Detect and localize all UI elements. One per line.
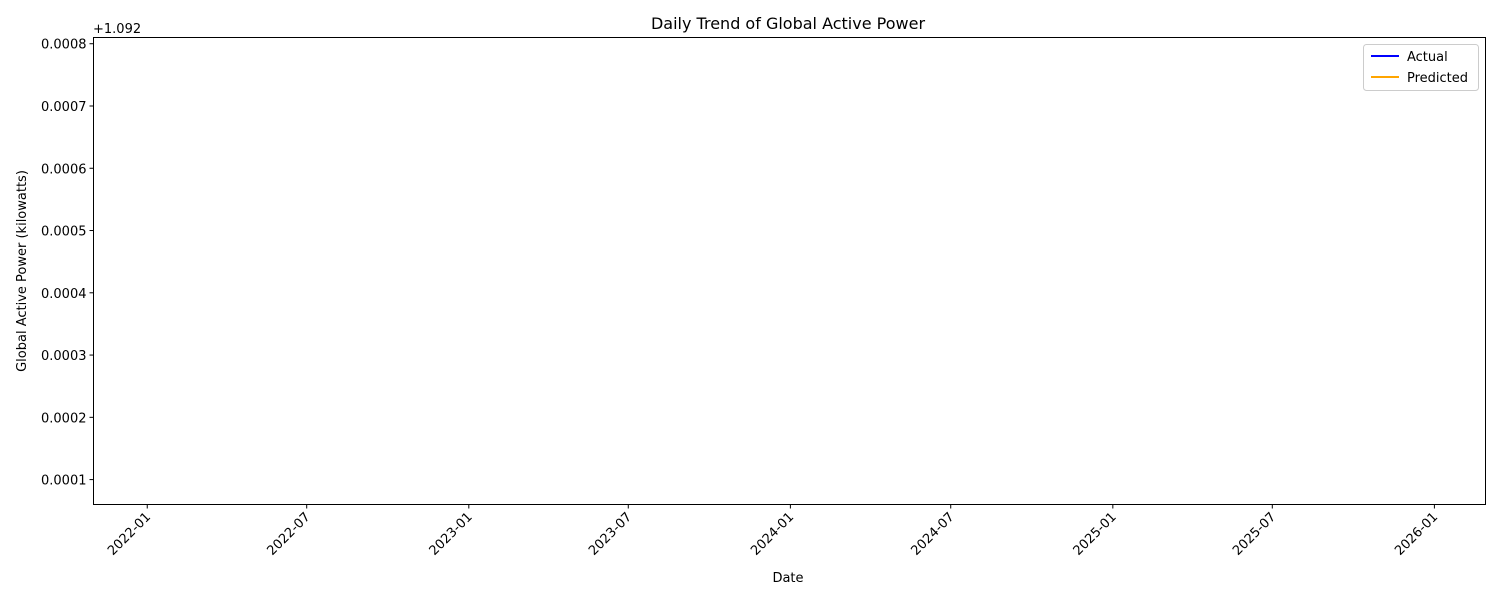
x-tick-label: 2026-01 [1392, 510, 1441, 559]
x-tick-label: 2022-01 [105, 510, 154, 559]
x-tick-label: 2023-07 [586, 510, 635, 559]
legend-label-predicted: Predicted [1407, 71, 1468, 86]
chart-title: Daily Trend of Global Active Power [651, 14, 925, 33]
x-tick-label: 2025-01 [1071, 510, 1120, 559]
x-axis-label: Date [772, 571, 803, 586]
y-tick-label: 0.0002 [41, 411, 87, 426]
y-tick-label: 0.0007 [41, 100, 87, 115]
y-tick-label: 0.0006 [41, 162, 87, 177]
y-axis-label: Global Active Power (kilowatts) [15, 170, 30, 372]
legend-label-actual: Actual [1407, 50, 1448, 65]
y-tick-label: 0.0008 [41, 38, 87, 53]
x-tick-label: 2025-07 [1230, 510, 1279, 559]
y-axis-offset-label: +1.092 [93, 22, 141, 37]
x-tick-label: 2024-07 [909, 510, 958, 559]
x-tick-label: 2022-07 [265, 510, 314, 559]
y-tick-label: 0.0005 [41, 225, 87, 240]
legend: Actual Predicted [1363, 44, 1479, 91]
x-axis: 2022-01 2022-07 2023-01 2023-07 2024-01 2024-… [105, 504, 1441, 559]
y-tick-label: 0.0001 [41, 474, 87, 489]
x-tick-label: 2024-01 [748, 510, 797, 559]
plot-area [93, 37, 1486, 505]
x-tick-label: 2023-01 [427, 510, 476, 559]
y-tick-label: 0.0003 [41, 349, 87, 364]
y-axis: 0.0001 0.0002 0.0003 0.0004 0.0005 0.0006 0.00… [41, 38, 94, 489]
y-tick-label: 0.0004 [41, 287, 87, 302]
